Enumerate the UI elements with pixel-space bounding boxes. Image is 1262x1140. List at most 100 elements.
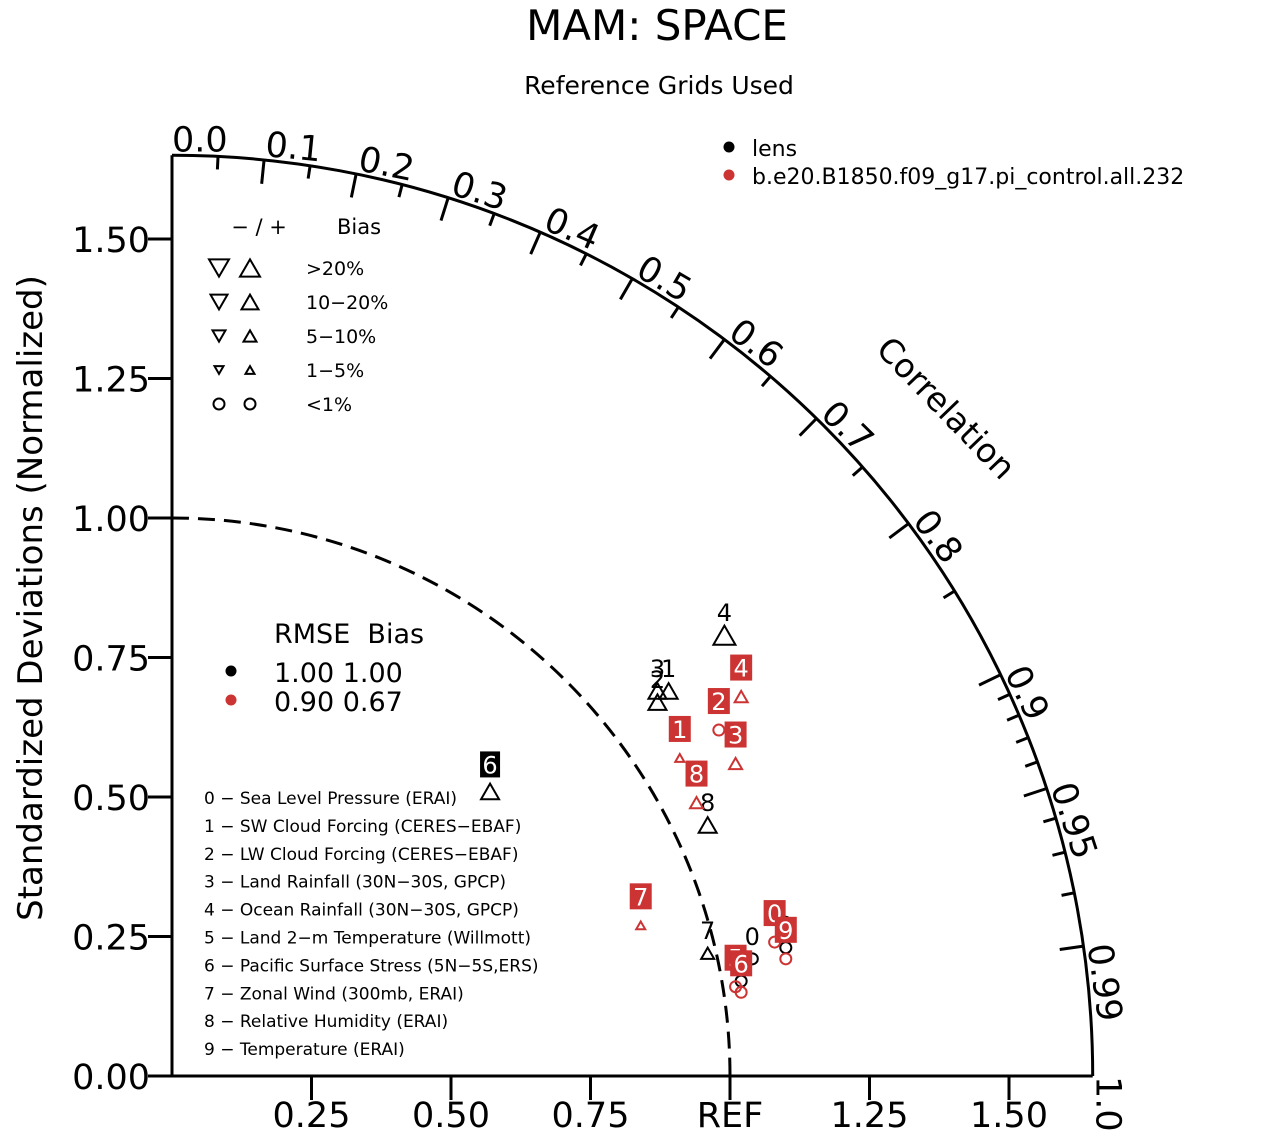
variable-list-item: 4 − Ocean Rainfall (30N−30S, GPCP) — [204, 901, 519, 921]
correlation-tick-label: 0.0 — [172, 120, 228, 160]
rmse-legend-header: RMSE Bias — [274, 619, 424, 650]
rmse-legend-dot — [225, 694, 237, 706]
point-label-box — [707, 688, 730, 715]
rmse-legend-values: 1.00 1.00 — [274, 658, 403, 689]
y-tick-label: 0.75 — [72, 640, 150, 680]
correlation-tick-label: 0.1 — [264, 125, 323, 170]
data-point: 8 — [685, 760, 708, 810]
point-label: 2 — [711, 688, 726, 716]
point-label: 4 — [717, 599, 732, 627]
point-label-box — [774, 916, 797, 943]
correlation-label: Correlation — [869, 329, 1023, 487]
point-label-box — [629, 883, 652, 910]
correlation-major-tick — [978, 673, 1002, 687]
correlation-major-tick — [708, 338, 726, 360]
x-tick-label: REF — [697, 1096, 764, 1135]
correlation-tick-label: 1.0 — [1088, 1076, 1128, 1132]
series-legend-dot — [723, 141, 735, 153]
bias-legend-label: >20% — [306, 258, 364, 280]
x-tick-label: 1.25 — [831, 1096, 909, 1135]
correlation-major-tick — [260, 159, 266, 184]
bias-circle-marker — [779, 952, 793, 966]
point-label: 1 — [672, 716, 687, 744]
point-label-box — [724, 721, 747, 748]
point-label-box — [685, 760, 708, 787]
variable-list-item: 8 − Relative Humidity (ERAI) — [204, 1012, 448, 1032]
series-legend-dot — [723, 169, 735, 181]
point-label: 6 — [734, 950, 749, 978]
correlation-minor-tick — [1061, 891, 1075, 897]
point-label: 2 — [650, 666, 665, 694]
variable-list-item: 0 − Sea Level Pressure (ERAI) — [204, 789, 457, 809]
axes: 0.000.250.500.751.001.251.500.25 0.50 0.75… — [72, 120, 1129, 1136]
correlation-minor-tick — [1006, 713, 1020, 722]
data-point: 4 — [711, 599, 738, 646]
bias-legend-row: 10−20% — [208, 292, 388, 314]
bias-legend-row: 1−5% — [212, 360, 364, 382]
data-point: 7 — [629, 883, 652, 931]
bias-legend-rows: >20% 10−20% 5−10% 1−5% <1% — [207, 257, 388, 416]
correlation-tick-label: 0.2 — [355, 140, 418, 190]
chart-title: MAM: SPACE — [526, 1, 788, 50]
data-point: 3 — [724, 721, 747, 771]
y-tick-label: 0.25 — [72, 919, 150, 959]
bias-circle-marker — [734, 985, 748, 999]
bias-legend-row: <1% — [212, 394, 352, 416]
x-tick-label: 0.75 — [552, 1096, 630, 1135]
correlation-tick-label: 0.3 — [447, 164, 512, 219]
data-point: 1 — [668, 715, 691, 763]
bias-legend-down-triangle — [212, 365, 226, 376]
point-label: 1 — [661, 655, 676, 683]
variable-list-item: 9 − Temperature (ERAI) — [204, 1040, 405, 1060]
variable-list-item: 5 − Land 2−m Temperature (Willmott) — [204, 929, 531, 949]
correlation-major-tick — [619, 277, 634, 301]
variable-list-item: 7 − Zonal Wind (300mb, ERAI) — [204, 984, 464, 1004]
rmse-legend-values: 0.90 0.67 — [274, 687, 403, 718]
bias-legend-label: 10−20% — [306, 292, 388, 314]
bias-legend: − / + Bias >20% 10−20% 5−10% 1−5% <1% — [207, 215, 388, 416]
correlation-major-tick — [529, 231, 542, 255]
rmse-legend-rows: 1.00 1.000.90 0.67 — [225, 658, 403, 718]
bias-legend-up-triangle — [239, 292, 261, 311]
data-point: 7 — [699, 917, 716, 960]
bias-legend-row: >20% — [207, 257, 364, 280]
correlation-major-tick — [439, 197, 450, 222]
bias-up-triangle-marker — [688, 794, 705, 810]
point-label: 8 — [689, 761, 704, 789]
point-label: 3 — [650, 655, 665, 683]
correlation-major-tick — [798, 417, 818, 437]
bias-up-triangle-marker — [634, 919, 647, 931]
point-label-box — [730, 950, 753, 977]
correlation-tick-label: 0.6 — [721, 311, 790, 376]
variable-list-item: 1 − SW Cloud Forcing (CERES−EBAF) — [204, 817, 521, 837]
series-legend: lens b.e20.B1850.f09_g17.pi_control.all.2… — [723, 137, 1184, 190]
correlation-major-tick — [1059, 944, 1084, 951]
bias-circle-marker — [712, 723, 726, 737]
bias-legend-up-triangle — [243, 364, 257, 375]
y-tick-label: 1.00 — [72, 500, 150, 540]
correlation-major-tick — [1023, 787, 1048, 798]
y-axis-label: Standardized Deviations (Normalized) — [11, 275, 51, 921]
bias-legend-row: 5−10% — [210, 326, 376, 348]
bias-up-triangle-marker — [699, 945, 716, 960]
correlation-tick-label: 0.8 — [905, 503, 970, 572]
point-label: 7 — [700, 917, 715, 945]
bias-up-triangle-marker — [711, 623, 738, 646]
point-label: 7 — [633, 883, 648, 911]
point-label: 0 — [745, 923, 760, 951]
series-legend-label: lens — [752, 137, 797, 162]
x-tick-label: 1.50 — [970, 1096, 1048, 1135]
bias-legend-down-triangle — [208, 293, 230, 312]
variable-list-item: 6 − Pacific Surface Stress (5N−5S,ERS) — [204, 956, 539, 976]
correlation-minor-tick — [1015, 736, 1029, 744]
bias-legend-circle — [243, 397, 257, 411]
data-point: 9 — [774, 916, 797, 966]
reference-std-arc — [171, 516, 732, 1077]
point-label: 3 — [728, 722, 743, 750]
correlation-major-tick — [349, 173, 358, 198]
bias-legend-down-triangle — [207, 258, 231, 279]
correlation-arc — [171, 153, 1095, 1077]
correlation-tick-label: 0.9 — [996, 659, 1056, 727]
correlation-minor-tick — [215, 156, 220, 170]
bias-up-triangle-marker — [732, 688, 750, 704]
